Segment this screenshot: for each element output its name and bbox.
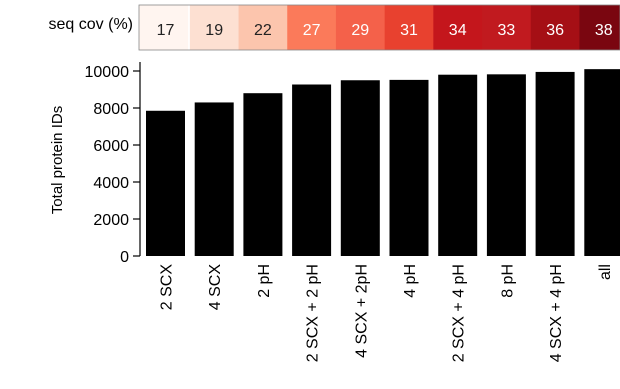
heatmap-value: 31 (400, 22, 418, 39)
bar (194, 102, 234, 256)
x-tick-label: 8 pH (499, 264, 516, 298)
heatmap-value: 22 (254, 22, 272, 39)
heatmap-cell (287, 5, 337, 50)
heatmap-value: 29 (351, 22, 369, 39)
y-tick-label: 0 (120, 249, 129, 266)
heatmap-value: 19 (205, 22, 223, 39)
x-tick-label: 2 pH (256, 264, 273, 298)
heatmap-value: 33 (498, 22, 516, 39)
bar (438, 74, 478, 256)
heatmap-cell (139, 5, 189, 50)
heatmap-cell (189, 5, 240, 50)
heatmap-cell (530, 5, 580, 50)
bar (292, 84, 332, 256)
heatmap-value: 36 (546, 22, 564, 39)
heatmap-value: 34 (449, 22, 467, 39)
heatmap-value: 17 (157, 22, 175, 39)
x-tick-label: all (597, 264, 614, 280)
y-tick-label: 6000 (93, 138, 129, 155)
x-tick-label: 2 SCX (159, 264, 176, 311)
x-tick-labels: 2 SCX 4 SCX 2 pH 2 SCX + 2 pH 4 SCX + 2pH 4 p… (159, 264, 614, 363)
x-tick-label: 2 SCX + 4 pH (451, 264, 468, 362)
heatmap-cell (238, 5, 288, 50)
bar (340, 80, 380, 256)
heatmap-cell (482, 5, 532, 50)
heatmap-cell (384, 5, 434, 50)
bar (584, 69, 620, 257)
seq-cov-heatmap: 17 19 22 27 29 31 34 33 36 38 (138, 4, 620, 51)
bar (486, 74, 526, 256)
y-tick-label: 2000 (93, 212, 129, 229)
x-tick-label: 4 SCX + 4 pH (548, 264, 565, 362)
x-tick-label: 4 SCX + 2pH (353, 264, 370, 358)
bars (146, 69, 620, 257)
y-tick-label: 8000 (93, 101, 129, 118)
seq-cov-label: seq cov (%) (49, 16, 133, 33)
heatmap-value: 27 (303, 22, 321, 39)
heatmap-border (138, 4, 620, 51)
heatmap-cell (579, 5, 620, 50)
y-tick-label: 10000 (85, 64, 130, 81)
y-axis-label: Total protein IDs (49, 106, 66, 214)
bar (243, 93, 283, 256)
bar (146, 110, 185, 257)
heatmap-cell (433, 5, 483, 50)
bar (389, 79, 429, 256)
y-tick-label: 4000 (93, 175, 129, 192)
x-tick-label: 4 pH (402, 264, 419, 298)
heatmap-value: 38 (595, 22, 613, 39)
x-tick-label: 2 SCX + 2 pH (305, 264, 322, 362)
x-tick-label: 4 SCX (207, 264, 224, 311)
bar (535, 71, 575, 256)
heatmap-cell (335, 5, 386, 50)
y-ticks: 0 2000 4000 6000 8000 10000 (85, 64, 140, 266)
